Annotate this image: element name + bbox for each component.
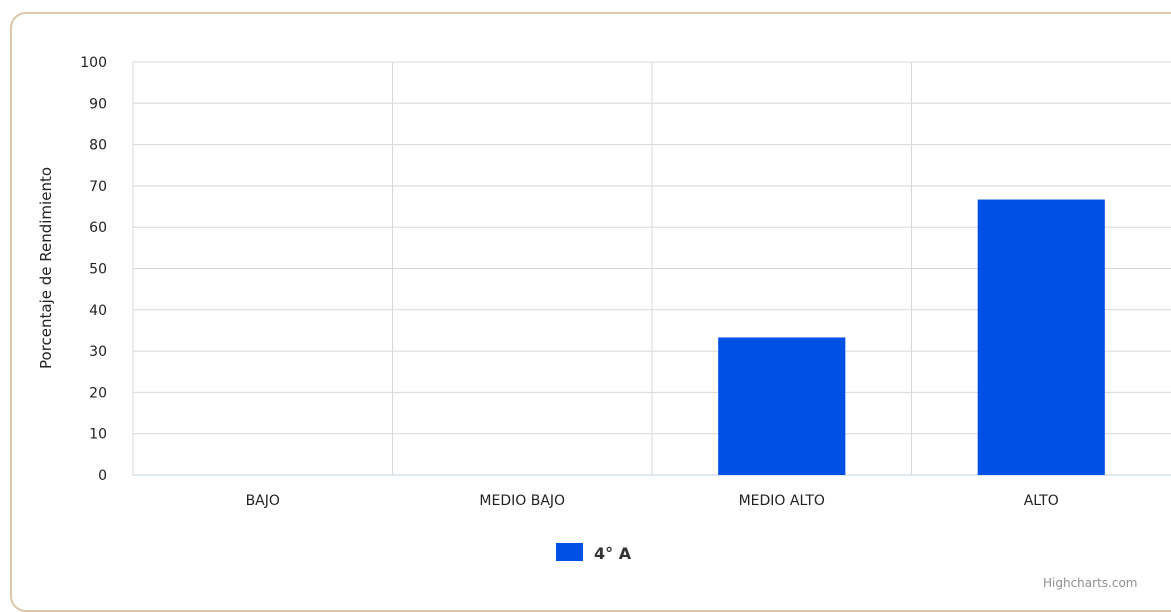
bar-alto[interactable] — [977, 199, 1105, 476]
x-tick-label: BAJO — [246, 493, 280, 509]
x-axis-ticks: BAJO MEDIO BAJO MEDIO ALTO ALTO — [246, 493, 1059, 509]
legend-label[interactable]: 4° A — [594, 544, 632, 563]
bar-medio-alto[interactable] — [718, 337, 846, 475]
legend-swatch[interactable] — [556, 543, 583, 561]
chart-frame — [10, 12, 1171, 612]
y-tick-label: 60 — [89, 220, 107, 236]
y-tick-label: 80 — [89, 138, 107, 154]
y-tick-label: 30 — [89, 344, 107, 360]
y-tick-label: 90 — [89, 96, 107, 112]
y-tick-label: 50 — [89, 262, 107, 278]
y-tick-label: 10 — [89, 427, 107, 443]
bar-chart: 0 10 20 30 40 50 60 70 80 90 100 BAJO MEDIO BAJO MED… — [37, 55, 1171, 590]
y-tick-label: 0 — [98, 468, 107, 484]
y-tick-label: 70 — [89, 179, 107, 195]
x-tick-label: MEDIO ALTO — [739, 493, 825, 509]
x-tick-label: MEDIO BAJO — [479, 493, 565, 509]
grid-lines — [132, 61, 1171, 476]
y-axis-label: Porcentaje de Rendimiento — [37, 167, 55, 369]
x-tick-label: ALTO — [1024, 493, 1059, 509]
y-tick-label: 40 — [89, 303, 107, 319]
y-axis-ticks: 0 10 20 30 40 50 60 70 80 90 100 — [80, 55, 107, 484]
bars — [718, 199, 1105, 476]
legend[interactable]: 4° A — [556, 543, 632, 563]
y-tick-label: 20 — [89, 385, 107, 401]
credits-link[interactable]: Highcharts.com — [1043, 576, 1137, 590]
y-tick-label: 100 — [80, 55, 107, 71]
